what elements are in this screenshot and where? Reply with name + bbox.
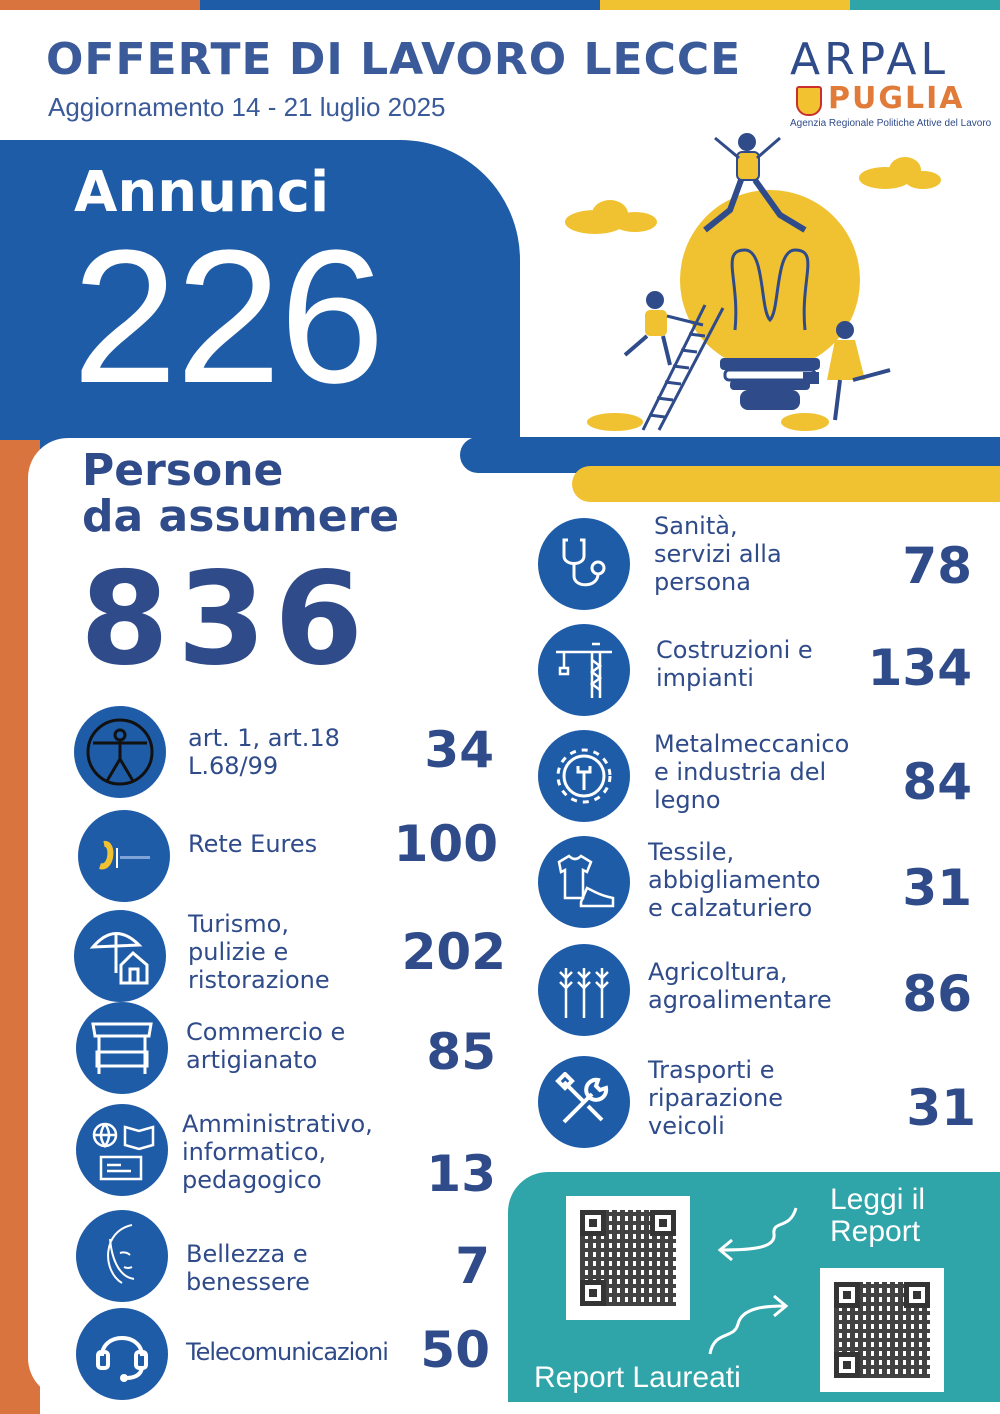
category-label: Metalmeccanico e industria del legno — [654, 730, 850, 814]
category-value: 13 — [426, 1145, 496, 1203]
arpal-logo[interactable]: ARPAL PUGLIA Agenzia Regionale Politiche… — [790, 34, 992, 138]
category-value: 7 — [455, 1237, 490, 1295]
category-label: Costruzioni e impianti — [656, 636, 813, 692]
category-label: Commercio e artigianato — [186, 1018, 346, 1074]
category-value: 31 — [902, 859, 972, 917]
category-bellezza: Bellezza e benessere 7 — [76, 1210, 516, 1310]
market-stall-icon — [76, 1002, 168, 1094]
eures-logo-icon — [78, 810, 170, 902]
category-metalmeccanico: Metalmeccanico e industria del legno 84 — [538, 730, 978, 830]
globe-book-id-icon — [76, 1104, 168, 1196]
report-laureati-label[interactable]: Report Laureati — [534, 1361, 741, 1394]
read-report-label[interactable]: Leggi il Report — [830, 1183, 926, 1248]
category-sanita: Sanità, servizi alla persona 78 — [538, 512, 978, 618]
update-date: Aggiornamento 14 - 21 luglio 2025 — [48, 92, 446, 122]
category-tessile: Tessile, abbigliamento e calzaturiero 31 — [538, 836, 978, 936]
face-icon — [76, 1210, 168, 1302]
logo-arpal-text: ARPAL — [790, 34, 950, 85]
category-label: Agricoltura, agroalimentare — [648, 958, 832, 1014]
category-value: 100 — [393, 815, 498, 873]
category-commercio: Commercio e artigianato 85 — [76, 1002, 516, 1102]
arrow-left-icon — [717, 1207, 798, 1262]
qr-code-icon — [580, 1210, 676, 1306]
person-icon — [703, 133, 807, 233]
category-label: Turismo, pulizie e ristorazione — [188, 910, 330, 994]
persone-value: 836 — [80, 545, 372, 694]
cloud-icon — [859, 157, 941, 189]
annunci-label: Annunci — [74, 160, 330, 225]
category-label: Tessile, abbigliamento e calzaturiero — [648, 838, 821, 922]
qr-code-report[interactable] — [566, 1196, 690, 1320]
page-title: OFFERTE DI LAVORO LECCE — [46, 34, 742, 85]
qr-code-laureati[interactable] — [820, 1268, 944, 1392]
gear-wrench-icon — [538, 730, 630, 822]
category-agricoltura: Agricoltura, agroalimentare 86 — [538, 944, 978, 1044]
category-costruzioni: Costruzioni e impianti 134 — [538, 624, 978, 724]
cloud-icon — [587, 413, 829, 431]
category-accessibility: art. 1, art.18 L.68/99 34 — [74, 706, 514, 806]
logo-puglia-text: PUGLIA — [828, 81, 965, 116]
persone-label: Persone da assumere — [82, 445, 400, 542]
category-turismo: Turismo, pulizie e ristorazione 202 — [74, 910, 514, 1010]
category-label: Bellezza e benessere — [186, 1240, 310, 1296]
ladder-icon — [641, 304, 725, 431]
category-value: 202 — [401, 923, 506, 981]
category-trasporti: Trasporti e riparazione veicoli 31 — [538, 1056, 978, 1156]
annunci-value: 226 — [72, 211, 385, 423]
top-color-stripe — [0, 0, 1000, 10]
category-value: 34 — [424, 721, 494, 779]
stethoscope-icon — [538, 518, 630, 610]
category-label: Amministrativo, informatico, pedagogico — [182, 1110, 373, 1194]
category-value: 50 — [420, 1321, 490, 1379]
decorative-yellow-bar — [572, 466, 1000, 502]
umbrella-house-icon — [74, 910, 166, 1002]
category-value: 85 — [426, 1023, 496, 1081]
category-label: Sanità, servizi alla persona — [654, 512, 782, 596]
logo-agency-text: Agenzia Regionale Politiche Attive del L… — [790, 118, 992, 129]
accessibility-icon — [74, 706, 166, 798]
category-label: art. 1, art.18 L.68/99 — [188, 724, 340, 780]
category-telecomunicazioni: Telecomunicazioni 50 — [76, 1308, 516, 1408]
puglia-crest-icon — [796, 86, 822, 116]
category-eures: Rete Eures 100 — [78, 810, 518, 910]
category-label: Trasporti e riparazione veicoli — [648, 1056, 783, 1140]
qr-code-icon — [834, 1282, 930, 1378]
category-value: 78 — [902, 537, 972, 595]
tshirt-shoe-icon — [538, 836, 630, 928]
person-icon — [803, 321, 891, 421]
lightbulb-illustration — [565, 133, 941, 431]
category-value: 31 — [906, 1079, 976, 1137]
crane-icon — [538, 624, 630, 716]
wheat-icon — [538, 944, 630, 1036]
category-amministrativo: Amministrativo, informatico, pedagogico 13 — [76, 1104, 516, 1204]
headset-icon — [76, 1308, 168, 1400]
bulb-glass-icon — [680, 190, 860, 370]
category-value: 84 — [902, 753, 972, 811]
category-value: 134 — [867, 639, 972, 697]
tools-icon — [538, 1056, 630, 1148]
cloud-icon — [565, 200, 657, 234]
arrow-right-icon — [708, 1294, 789, 1355]
category-label: Telecomunicazioni — [186, 1338, 389, 1366]
category-value: 86 — [902, 965, 972, 1023]
person-icon — [623, 291, 704, 366]
category-label: Rete Eures — [188, 830, 318, 858]
